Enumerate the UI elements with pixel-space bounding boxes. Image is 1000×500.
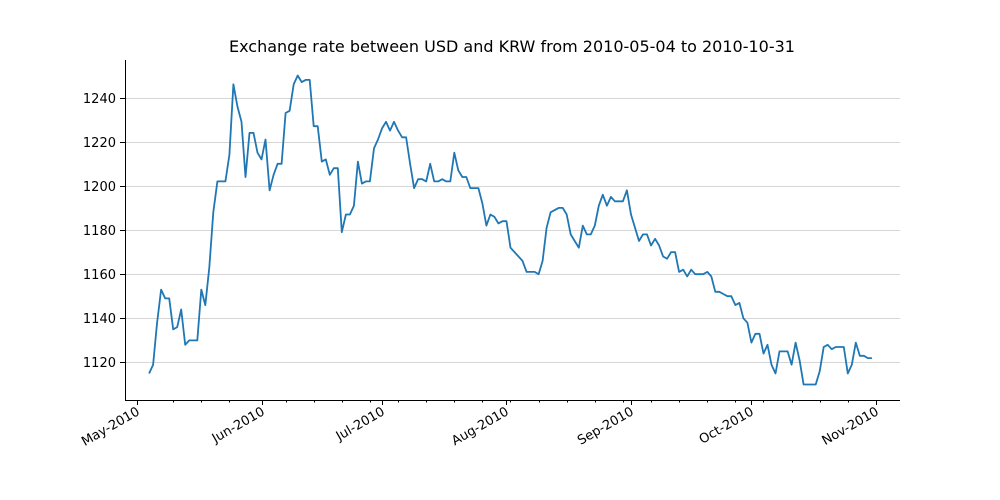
x-tick-label: Oct-2010 <box>697 404 757 447</box>
x-tick-label: Jul-2010 <box>333 404 388 444</box>
x-tick-label: Nov-2010 <box>820 404 882 448</box>
y-ticks: 1120 1140 1160 1180 1200 1220 1240 <box>83 92 125 371</box>
series <box>148 74 872 386</box>
x-tick-label: Jun-2010 <box>209 404 268 447</box>
x-tick-label: May-2010 <box>79 404 142 449</box>
y-tick-label: 1120 <box>83 356 116 371</box>
axes <box>125 60 900 401</box>
y-tick-label: 1220 <box>83 136 116 151</box>
chart-title: Exchange rate between USD and KRW from 2… <box>229 37 795 56</box>
y-tick-label: 1140 <box>83 312 116 327</box>
series-line-0 <box>148 74 872 386</box>
y-tick-label: 1240 <box>83 92 116 107</box>
x-ticks: May-2010 Jun-2010 Jul-2010 Aug-2010 Sep-2010… <box>79 400 882 450</box>
y-tick-label: 1160 <box>83 268 116 283</box>
x-tick-label: Sep-2010 <box>575 404 636 448</box>
x-tick-label: Aug-2010 <box>449 404 511 449</box>
gridlines <box>125 98 900 363</box>
y-tick-label: 1200 <box>83 180 116 195</box>
y-tick-label: 1180 <box>83 224 116 239</box>
